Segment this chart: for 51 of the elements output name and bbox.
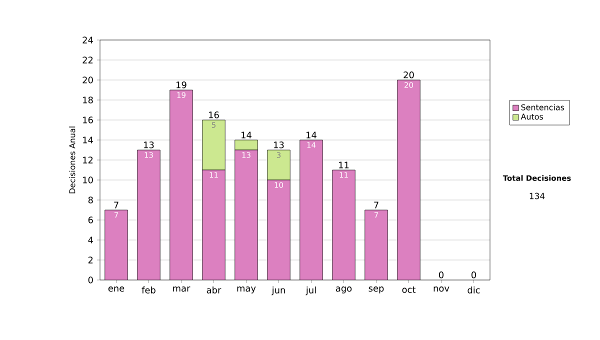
y-tick-label: 8 — [88, 196, 93, 204]
total-label: 20 — [404, 72, 414, 78]
total-label: 13 — [274, 142, 284, 148]
x-tick-label: sep — [368, 286, 384, 294]
x-tick-label: ene — [108, 286, 124, 292]
total-label: 19 — [176, 82, 186, 88]
x-tick-label: dic — [468, 286, 480, 294]
y-tick-label: 4 — [88, 236, 93, 244]
text: 134 — [530, 192, 545, 200]
bar — [234, 140, 258, 150]
y-tick-label: 18 — [83, 96, 93, 104]
bar — [267, 150, 290, 180]
bar — [137, 150, 160, 280]
total-label: 13 — [144, 142, 154, 148]
y-tick-label: 20 — [82, 76, 93, 84]
bar — [397, 80, 420, 280]
y-tick-label: 6 — [88, 216, 93, 224]
bar — [234, 150, 258, 280]
bar — [170, 90, 193, 280]
y-tick-label: 14 — [83, 136, 93, 144]
y-tick-label: 2 — [88, 256, 93, 264]
bar — [364, 210, 388, 280]
bar — [332, 170, 356, 280]
x-tick-label: feb — [142, 286, 156, 294]
bar — [104, 210, 128, 280]
total-label: 7 — [114, 202, 118, 208]
y-tick-label: 0 — [88, 276, 93, 284]
x-tick-label: ago — [336, 286, 352, 294]
total-label: 14 — [306, 132, 316, 138]
total-label: 16 — [209, 112, 219, 118]
x-tick-label: oct — [402, 286, 416, 293]
y-tick-label: 16 — [83, 116, 93, 124]
y-tick-label: 10 — [83, 176, 93, 184]
bar — [202, 170, 226, 280]
bar — [267, 180, 290, 280]
total-label: 0 — [471, 272, 476, 278]
y-tick-label: 22 — [82, 56, 93, 64]
y-tick-label: 24 — [82, 36, 93, 44]
total-label: 14 — [242, 132, 252, 138]
total-label: 11 — [339, 162, 349, 168]
x-tick-label: may — [237, 286, 256, 294]
x-tick-label: jul — [306, 286, 316, 296]
bar — [202, 120, 226, 170]
y-tick-label: 12 — [83, 156, 93, 164]
x-tick-label: jun — [272, 286, 285, 296]
x-tick-label: nov — [434, 286, 450, 292]
bar — [300, 140, 323, 280]
x-tick-label: abr — [206, 286, 222, 294]
x-tick-label: mar — [173, 286, 190, 292]
total-label: 0 — [438, 272, 444, 278]
total-label: 7 — [374, 202, 378, 208]
